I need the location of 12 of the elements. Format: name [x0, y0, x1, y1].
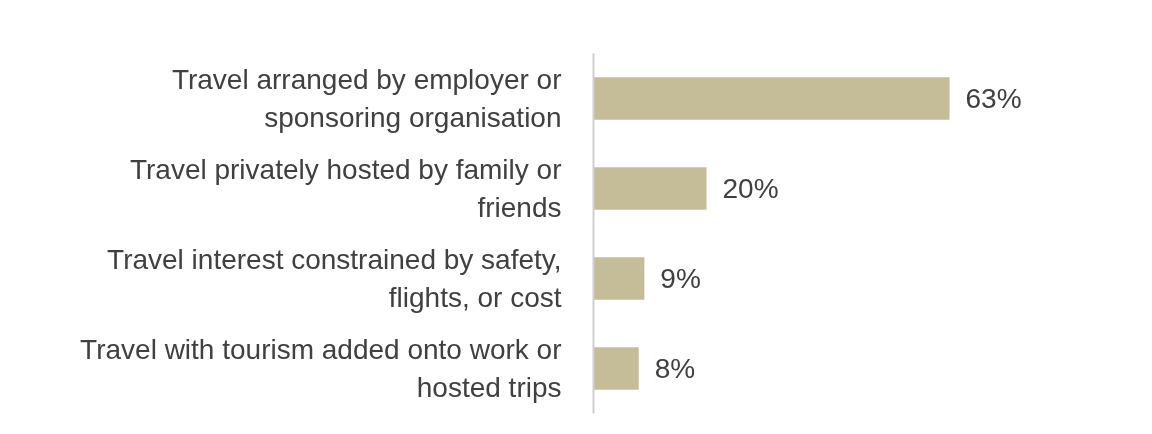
bar [593, 347, 639, 390]
bar [593, 257, 645, 300]
data-label: 20% [722, 173, 779, 204]
bar [593, 77, 950, 120]
y-tick-label: Travel privately hosted by family or friends [129, 154, 562, 223]
y-tick-label: Travel with tourism added onto work or hosted trips [80, 334, 562, 403]
data-label: 63% [965, 83, 1022, 114]
y-tick-label: Travel interest constrained by safety, flights, or cost [107, 244, 562, 313]
bar [593, 167, 707, 210]
y-tick-label: Travel arranged by employer or sponsoring organisation [171, 64, 562, 133]
data-label: 8% [654, 353, 696, 384]
data-label: 9% [660, 263, 701, 294]
